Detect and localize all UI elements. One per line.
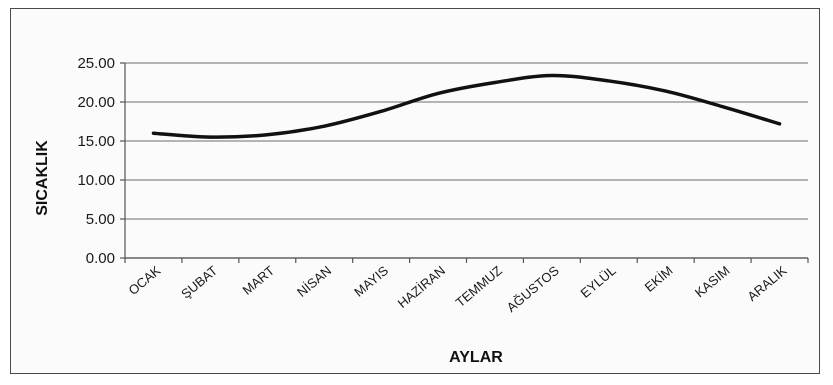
series-line-0 — [151, 73, 782, 139]
series-layer — [151, 73, 782, 139]
data-point — [493, 81, 497, 84]
x-tick-label: OCAK — [126, 263, 164, 298]
data-point — [607, 79, 611, 83]
x-tick-label: HAZİRAN — [395, 263, 448, 311]
x-tick-label: EYLÜL — [578, 263, 619, 301]
data-point — [721, 105, 725, 109]
data-point — [208, 135, 212, 139]
chart-frame — [10, 8, 820, 374]
data-point — [436, 91, 440, 95]
x-tick-label: NİSAN — [294, 263, 334, 300]
x-tick-label: MAYIS — [351, 263, 391, 300]
y-tick-label: 5.00 — [86, 211, 115, 228]
data-point — [322, 124, 326, 128]
y-tick-label: 10.00 — [77, 172, 115, 189]
y-tick-label: 25.00 — [77, 55, 115, 72]
y-axis-title: SICAKLIK — [34, 140, 51, 216]
y-tick-label: 15.00 — [77, 133, 115, 150]
x-tick-label: TEMMUZ — [453, 263, 505, 310]
axes — [120, 62, 809, 263]
y-tick-labels: 0.00 5.00 10.00 15.00 20.00 25.00 — [77, 55, 115, 267]
data-point — [265, 133, 269, 137]
data-point — [778, 122, 782, 126]
x-tick-label: AĞUSTOS — [504, 263, 562, 315]
data-point — [151, 131, 155, 135]
y-tick-label: 20.00 — [77, 94, 115, 111]
data-point — [379, 109, 383, 113]
data-point — [550, 73, 554, 77]
gridlines — [125, 62, 808, 259]
data-point — [664, 89, 668, 93]
y-tick-label: 0.00 — [86, 250, 115, 267]
x-tick-label: ŞUBAT — [178, 263, 220, 302]
x-tick-label: KASIM — [692, 263, 733, 301]
x-tick-label: ARALIK — [744, 263, 789, 304]
x-tick-label: MART — [240, 263, 278, 298]
x-tick-label: EKİM — [642, 263, 676, 295]
x-axis-title: AYLAR — [449, 349, 503, 366]
x-tick-labels: OCAK ŞUBAT MART NİSAN MAYIS HAZİRAN TEMMUZAĞUS… — [126, 263, 790, 315]
